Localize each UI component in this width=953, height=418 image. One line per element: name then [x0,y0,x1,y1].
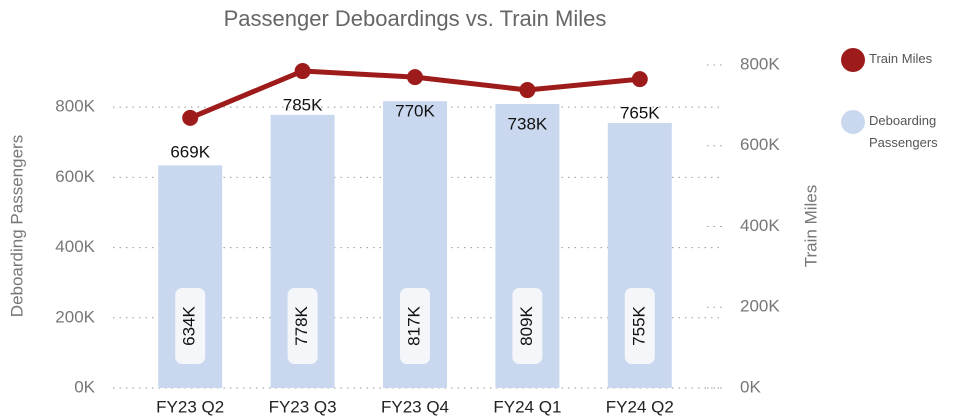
y2-tick-label: 200K [740,297,780,316]
line-label: 738K [508,115,548,134]
bar-label: 817K [404,305,423,345]
y2-axis-label: Train Miles [801,185,820,268]
x-tick-label: FY24 Q2 [606,397,674,416]
line-label: 765K [620,104,660,123]
x-tick-label: FY23 Q4 [381,397,449,416]
line-point [182,109,199,126]
y2-tick-label: 600K [740,135,780,154]
line-point [631,71,648,88]
bar-label: 634K [180,305,199,345]
line-point [294,63,311,80]
legend-label: Deboarding Passengers [869,113,938,150]
y-axis-label: Deboarding Passengers [7,135,26,317]
y-tick-label: 600K [55,167,95,186]
legend-item: Deboarding Passengers [869,113,938,150]
x-tick-label: FY23 Q3 [269,397,337,416]
bar-label-box [175,288,206,364]
y-tick-label: 200K [55,307,95,326]
bar-label: 809K [517,305,536,345]
y2-tick-label: 400K [740,216,780,235]
bar-label-box [512,288,543,364]
y-tick-label: 800K [55,97,95,116]
bar-label: 778K [292,305,311,345]
bar-label-box [624,288,655,364]
bar-label: 755K [629,305,648,345]
y-tick-label: 0K [74,377,95,396]
line-point [519,82,536,99]
bar-label-box [287,288,318,364]
legend-swatch [841,110,865,134]
y-tick-label: 400K [55,237,95,256]
legend-swatch [841,48,865,72]
bar-label-box [400,288,430,364]
y2-tick-label: 0K [740,377,761,396]
line-point [407,69,423,86]
x-tick-label: FY23 Q2 [156,397,224,416]
line-label: 770K [395,102,435,121]
chart-title: Passenger Deboardings vs. Train Miles [224,6,607,31]
line-label: 669K [170,142,210,161]
legend-label: Train Miles [869,51,933,66]
x-tick-label: FY24 Q1 [493,397,561,416]
line-label: 785K [283,96,323,115]
y2-tick-label: 800K [740,54,780,73]
legend-item: Train Miles [869,51,933,66]
